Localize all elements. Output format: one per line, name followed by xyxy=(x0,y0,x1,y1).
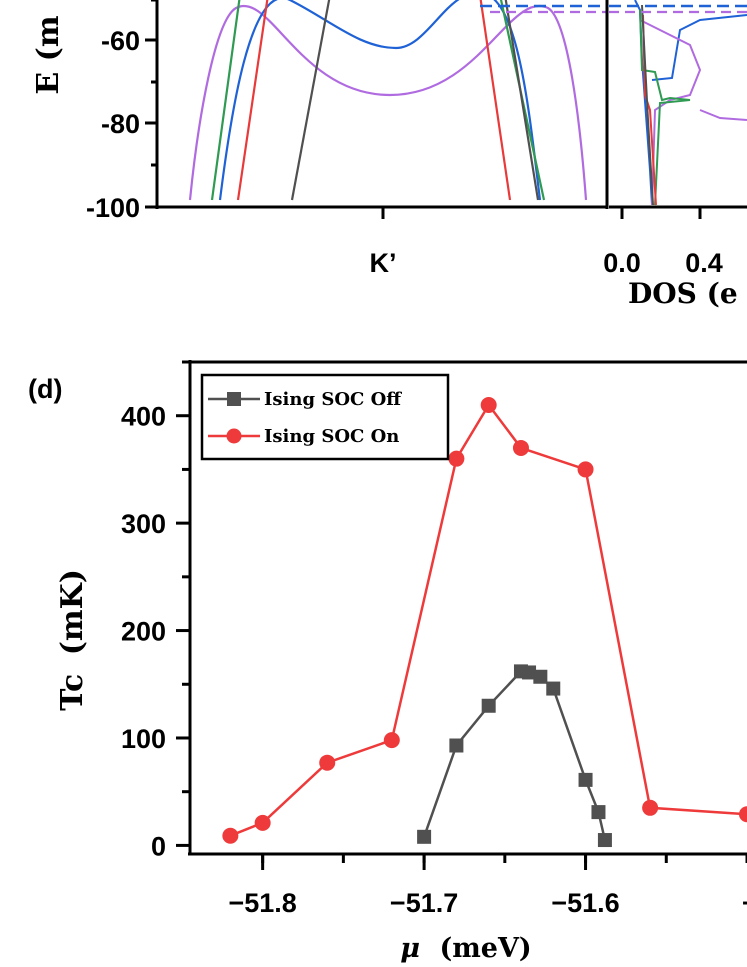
tc-axis-label-unit: (mK) xyxy=(55,569,90,655)
energy-ticks xyxy=(145,0,157,209)
series-on-point xyxy=(383,732,400,749)
black-band xyxy=(290,0,331,201)
mu-unit: (meV) xyxy=(439,933,531,964)
tc-tick-label: 100 xyxy=(121,724,166,754)
series-off-point xyxy=(417,829,432,844)
tc-tick-label: 0 xyxy=(151,831,166,861)
band-curves xyxy=(188,0,607,201)
series-on-point xyxy=(739,806,747,823)
mu-tick-label: −51.7 xyxy=(390,888,458,918)
tc-axis-label-main: Tc xyxy=(55,674,90,711)
legend-box xyxy=(200,373,450,461)
tc-series xyxy=(222,396,747,848)
series-off-point xyxy=(533,669,548,684)
series-off-point xyxy=(449,738,464,753)
legend-off-marker xyxy=(227,392,241,406)
k-prime-label: K’ xyxy=(370,248,397,278)
tc-axis-label: Tc (mK) xyxy=(55,569,90,711)
tc-tick-label: 200 xyxy=(121,617,166,647)
series-on-point xyxy=(577,461,594,478)
blue-band xyxy=(218,0,542,201)
series-off-point xyxy=(481,698,496,713)
energy-tick-label: -60 xyxy=(101,26,140,56)
tc-tick-label: 400 xyxy=(121,402,166,432)
legend: Ising SOC Off Ising SOC On xyxy=(200,373,450,461)
legend-on-label: Ising SOC On xyxy=(264,426,399,447)
mu-tick-label: −51.6 xyxy=(551,888,619,918)
series-on-point xyxy=(642,799,659,816)
series-off-point xyxy=(546,681,561,696)
band-structure-panel: E (m -60 -80 -100 xyxy=(31,0,747,310)
series-on-point xyxy=(512,439,529,456)
dos-purple xyxy=(639,19,747,206)
series-off-point xyxy=(578,772,593,787)
energy-tick-label: -80 xyxy=(101,109,140,139)
tc-panel: (d) Tc (mK) μ (meV) 0 100 200 300 400 −51.8 −5… xyxy=(28,360,747,964)
series-off-point xyxy=(591,805,606,820)
panel-label: (d) xyxy=(28,374,62,404)
series-on-line xyxy=(229,402,747,837)
red-band xyxy=(236,0,269,201)
series-on-point xyxy=(222,827,239,844)
tc-ticks: 0 100 200 300 400 −51.8 −51.7 −51.6 − xyxy=(121,360,747,918)
dos-black xyxy=(641,4,654,206)
legend-on-marker xyxy=(226,428,242,444)
mu-tick-label: − xyxy=(742,888,747,918)
mu-tick-label: −51.8 xyxy=(228,888,296,918)
mu-symbol: μ xyxy=(400,933,420,964)
mu-axis-label: μ (meV) xyxy=(400,933,531,964)
dos-tick-label: 0.0 xyxy=(603,248,641,278)
purple-band xyxy=(188,4,588,201)
energy-tick-label: -100 xyxy=(86,193,140,223)
dos-axis-label: DOS (e xyxy=(628,277,738,310)
series-on-point xyxy=(448,450,465,467)
series-on-point xyxy=(319,754,336,771)
black-band-right xyxy=(504,0,540,201)
dos-curves xyxy=(609,0,747,206)
series-on-point xyxy=(254,814,271,831)
series-off-point xyxy=(597,833,612,848)
svg-text:Tc (mK): Tc (mK) xyxy=(55,569,90,711)
green-band xyxy=(210,0,241,201)
dos-tick-label: 0.4 xyxy=(685,248,723,278)
legend-off-label: Ising SOC Off xyxy=(264,389,402,410)
red-band-right xyxy=(479,0,512,201)
tc-tick-label: 300 xyxy=(121,509,166,539)
series-on-point xyxy=(480,396,497,413)
series-off-line xyxy=(422,670,607,841)
energy-axis-label: E (m xyxy=(31,15,66,95)
series-off-point xyxy=(522,665,537,680)
